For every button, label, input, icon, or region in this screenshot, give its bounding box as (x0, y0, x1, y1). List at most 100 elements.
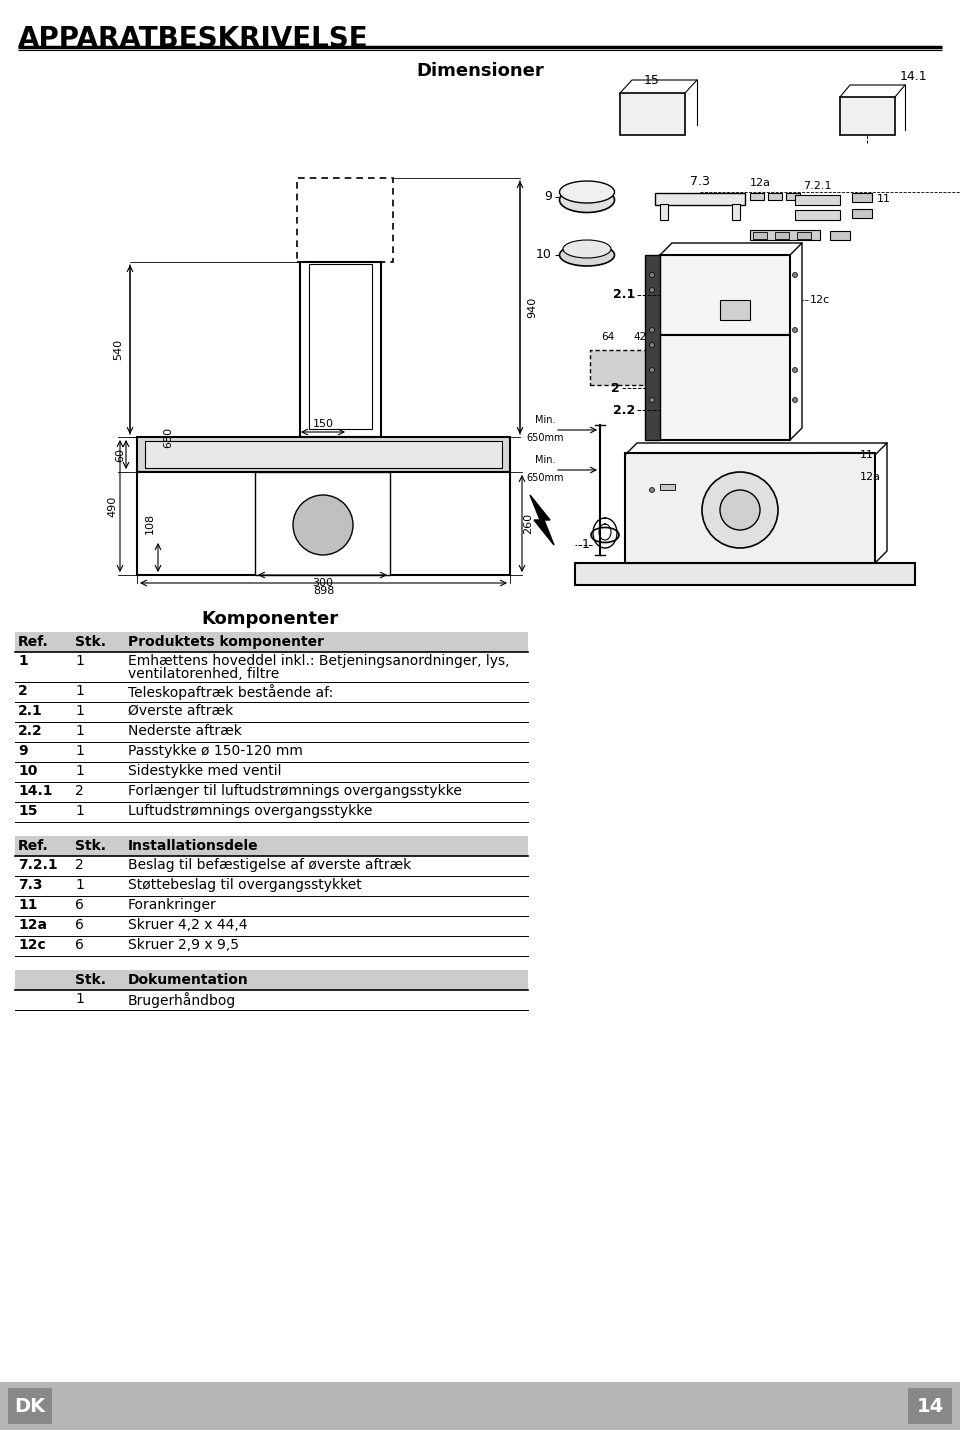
Text: Dokumentation: Dokumentation (128, 972, 249, 987)
Text: 7.3: 7.3 (690, 174, 710, 187)
Bar (15, 632, 528, 652)
Text: 7.2.1: 7.2.1 (803, 182, 831, 192)
Bar (645, 255, 660, 440)
Bar (815, 472, 855, 480)
Text: 2: 2 (75, 784, 84, 798)
Bar (750, 193, 764, 200)
Bar (797, 232, 811, 239)
Text: Luftudstrømnings overgangsstykke: Luftudstrømnings overgangsstykke (128, 804, 372, 818)
Bar (660, 335, 790, 440)
Bar (0, 1381, 960, 1430)
Text: 2: 2 (18, 684, 28, 698)
Text: 540: 540 (113, 339, 123, 360)
Bar (655, 193, 745, 204)
Text: Teleskopaftræk bestående af:: Teleskopaftræk bestående af: (128, 684, 333, 699)
Bar (625, 453, 875, 563)
Circle shape (650, 368, 655, 372)
Bar (660, 483, 675, 490)
Text: 7.3: 7.3 (18, 878, 42, 892)
Text: 12c: 12c (810, 295, 830, 305)
Circle shape (702, 472, 778, 548)
Text: Produktets komponenter: Produktets komponenter (128, 635, 324, 649)
Bar (137, 472, 510, 575)
Text: Emhættens hoveddel inkl.: Betjeningsanordninger, lys,: Emhættens hoveddel inkl.: Betjeningsanor… (128, 654, 510, 668)
Ellipse shape (560, 182, 614, 203)
Text: 9: 9 (18, 744, 28, 758)
Text: 10: 10 (536, 249, 552, 262)
Bar (145, 440, 502, 468)
Text: Ref.: Ref. (18, 839, 49, 854)
Polygon shape (530, 495, 554, 545)
Text: 1: 1 (75, 878, 84, 892)
Text: 260: 260 (523, 513, 533, 533)
Text: 11: 11 (860, 450, 874, 460)
Text: 2: 2 (612, 382, 620, 395)
Text: 490: 490 (107, 495, 117, 516)
Bar (297, 177, 393, 262)
Text: Installationsdele: Installationsdele (128, 839, 258, 854)
Circle shape (720, 490, 760, 531)
Text: 12a: 12a (750, 177, 771, 187)
Text: 6: 6 (75, 918, 84, 932)
Text: Sidestykke med ventil: Sidestykke med ventil (128, 764, 281, 778)
Text: 650mm: 650mm (526, 473, 564, 483)
Circle shape (650, 273, 655, 277)
Text: 7.2.1: 7.2.1 (18, 858, 58, 872)
Text: 1: 1 (75, 724, 84, 738)
Text: 1: 1 (75, 684, 84, 698)
Bar (775, 232, 789, 239)
Ellipse shape (563, 240, 611, 257)
Text: 15: 15 (18, 804, 37, 818)
Text: 940: 940 (527, 297, 537, 317)
Text: 10: 10 (18, 764, 37, 778)
Text: 42: 42 (634, 332, 647, 342)
Text: 64: 64 (601, 332, 614, 342)
Bar (732, 204, 740, 220)
Text: Nederste aftræk: Nederste aftræk (128, 724, 242, 738)
Text: Stk.: Stk. (75, 839, 106, 854)
Text: Min.: Min. (535, 415, 555, 425)
Bar (660, 204, 668, 220)
Text: 11: 11 (18, 898, 37, 912)
Text: 1: 1 (75, 764, 84, 778)
Bar (720, 300, 750, 320)
Bar (786, 193, 800, 200)
Text: 1: 1 (75, 744, 84, 758)
Text: Brugerhåndbog: Brugerhåndbog (128, 992, 236, 1008)
Text: Passtykke ø 150-120 mm: Passtykke ø 150-120 mm (128, 744, 302, 758)
Circle shape (793, 368, 798, 372)
Text: 12a: 12a (18, 918, 47, 932)
Text: Øverste aftræk: Øverste aftræk (128, 704, 233, 718)
Text: 1: 1 (75, 704, 84, 718)
Text: 60: 60 (115, 448, 125, 462)
Circle shape (650, 287, 655, 293)
Text: Skruer 4,2 x 44,4: Skruer 4,2 x 44,4 (128, 918, 248, 932)
Text: Forankringer: Forankringer (128, 898, 217, 912)
Bar (620, 93, 685, 134)
Bar (840, 97, 895, 134)
Text: 12c: 12c (18, 938, 46, 952)
Bar (255, 472, 390, 575)
Bar (750, 230, 820, 240)
Text: 300: 300 (312, 578, 333, 588)
Bar (830, 232, 850, 240)
Circle shape (650, 488, 655, 492)
Text: Støttebeslag til overgangsstykket: Støttebeslag til overgangsstykket (128, 878, 362, 892)
Circle shape (293, 495, 353, 555)
Text: 108: 108 (145, 513, 155, 533)
Bar (768, 193, 782, 200)
Text: 11: 11 (877, 194, 891, 204)
Bar (15, 970, 528, 990)
Text: 650mm: 650mm (526, 433, 564, 443)
Bar (8, 1389, 52, 1424)
Text: 1: 1 (18, 654, 28, 668)
Text: Dimensioner: Dimensioner (416, 61, 544, 80)
Text: Min.: Min. (535, 455, 555, 465)
Bar (137, 438, 510, 472)
Bar (795, 194, 840, 204)
Text: 2.1: 2.1 (612, 289, 635, 302)
Bar (852, 193, 872, 202)
Text: 2.1: 2.1 (18, 704, 43, 718)
Text: ventilatorenhed, filtre: ventilatorenhed, filtre (128, 666, 279, 681)
Bar (590, 350, 650, 385)
